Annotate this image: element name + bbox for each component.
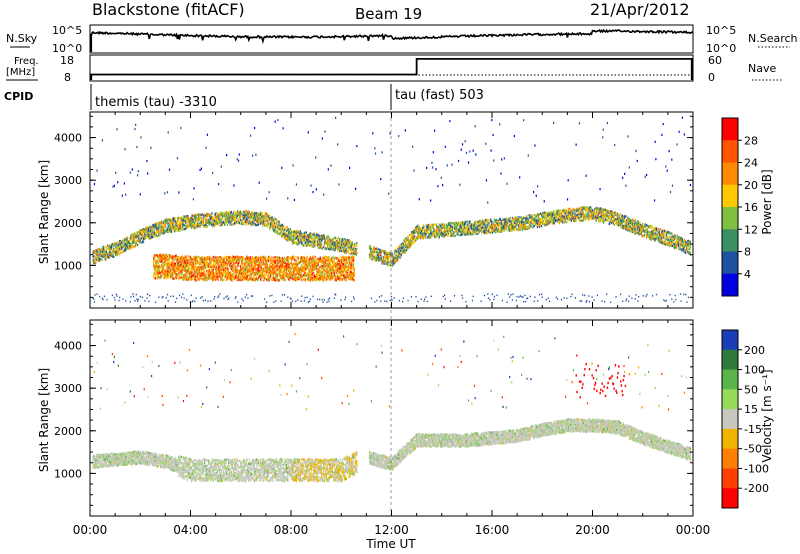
colorbar-tick: 12	[744, 223, 758, 236]
xtick-label: 00:00	[676, 523, 711, 537]
cpid-panel: CPID themis (tau) -3310 tau (fast) 503	[4, 84, 484, 110]
xtick-label: 08:00	[274, 523, 309, 537]
ytick-label: 2000	[54, 217, 82, 230]
ytick-label: 1000	[54, 467, 82, 480]
xtick-label: 12:00	[374, 523, 409, 537]
nsearch-label: N.Search	[748, 32, 798, 45]
velocity-panel: 1000 2000 3000 4000 Slant Range [km]	[37, 319, 694, 517]
freq-tick-low: 8	[64, 71, 71, 84]
ytick-label: 1000	[54, 259, 82, 272]
ytick-label: 2000	[54, 425, 82, 438]
colorbar-tick: 20	[744, 179, 758, 192]
ytick-label: 3000	[54, 174, 82, 187]
xtick-label: 20:00	[575, 523, 610, 537]
station-title: Blackstone (fitACF)	[92, 0, 245, 19]
velocity-colorbar: 200 100 50 15 -15 -50 -100 -200	[721, 329, 769, 509]
velocity-ylabel: Slant Range [km]	[37, 368, 51, 472]
ytick-label: 3000	[54, 382, 82, 395]
date-title: 21/Apr/2012	[590, 0, 690, 19]
nsearch-tick-high: 10^5	[706, 24, 736, 37]
nsearch-tick-low: 10^0	[706, 42, 736, 55]
velocity-colorbar-label: Velocity [m s⁻¹]	[760, 369, 774, 462]
nsky-tick-low: 10^0	[52, 42, 82, 55]
nave-label: Nave	[748, 62, 776, 75]
beam-title: Beam 19	[355, 5, 422, 23]
nsky-panel: N.Sky 10^5 10^0 10^5 10^0 N.Search	[6, 24, 798, 55]
xtick-label: 16:00	[475, 523, 510, 537]
xtick-label: 00:00	[73, 523, 108, 537]
ytick-label: 4000	[54, 340, 82, 353]
freq-panel: Freq. [MHz] 18 8 60 0 Nave	[6, 54, 782, 84]
colorbar-tick: 4	[744, 268, 751, 281]
colorbar-tick: -50	[744, 443, 762, 456]
freq-label: Freq.	[14, 56, 39, 67]
nsky-trace	[90, 28, 694, 52]
colorbar-tick: -200	[744, 482, 769, 495]
power-colorbar: 28 24 20 16 12 8 4	[721, 117, 758, 297]
colorbar-tick: 28	[744, 134, 758, 147]
xtick-label: 04:00	[173, 523, 208, 537]
nsky-label: N.Sky	[6, 32, 38, 45]
power-ylabel: Slant Range [km]	[37, 160, 51, 264]
velocity-data	[92, 333, 692, 483]
colorbar-tick: 200	[744, 344, 765, 357]
colorbar-tick: -15	[744, 423, 762, 436]
colorbar-tick: 8	[744, 246, 751, 259]
colorbar-tick: 50	[744, 383, 758, 396]
nave-tick-high: 60	[708, 54, 722, 67]
cpid-segment-1: themis (tau) -3310	[95, 95, 217, 110]
nsky-tick-high: 10^5	[52, 24, 82, 37]
x-axis-label: Time UT	[365, 537, 416, 551]
colorbar-tick: 24	[744, 157, 758, 170]
nave-tick-low: 0	[708, 71, 715, 84]
x-axis: 00:00 04:00 08:00 12:00 16:00 20:00 00:00	[73, 112, 711, 537]
freq-tick-high: 18	[60, 54, 74, 67]
cpid-segment-2: tau (fast) 503	[395, 88, 484, 103]
colorbar-tick: 100	[744, 364, 765, 377]
power-colorbar-label: Power [dB]	[760, 169, 774, 234]
cpid-label: CPID	[4, 90, 33, 103]
ytick-label: 4000	[54, 132, 82, 145]
colorbar-tick: -100	[744, 462, 769, 475]
freq-unit: [MHz]	[6, 67, 35, 78]
colorbar-tick: 15	[744, 403, 758, 416]
colorbar-tick: 16	[744, 201, 758, 214]
freq-trace	[90, 58, 693, 80]
power-data	[92, 116, 692, 304]
power-panel: 1000 2000 3000 4000 Slant Range [km]	[37, 111, 694, 309]
